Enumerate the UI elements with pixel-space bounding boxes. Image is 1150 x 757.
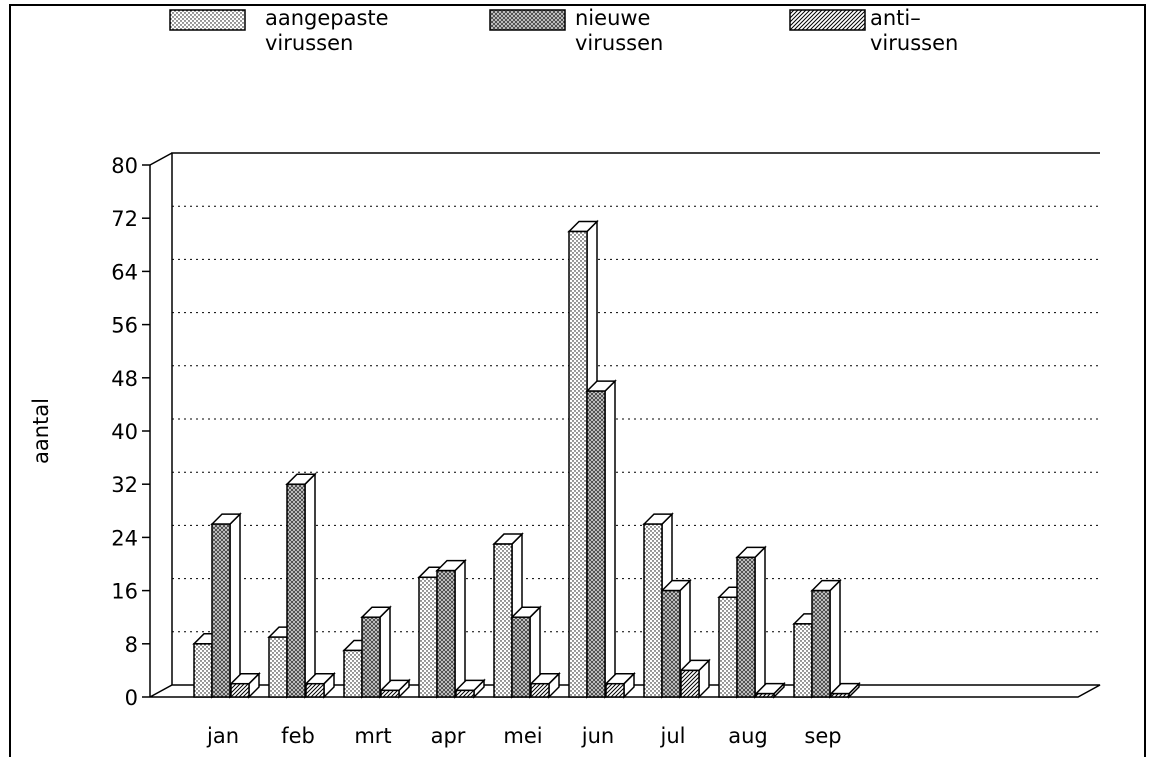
y-tick-label: 64 [111, 260, 138, 284]
bar-side [454, 558, 466, 699]
y-tick-label: 8 [125, 633, 138, 657]
y-tick-label: 40 [111, 420, 138, 444]
bar-side [304, 472, 316, 699]
bar [530, 682, 550, 698]
bar [755, 692, 775, 698]
bar [343, 649, 363, 698]
bar [680, 669, 700, 698]
y-tick-label: 16 [111, 580, 138, 604]
bar [230, 682, 250, 698]
x-tick-label: sep [804, 724, 841, 748]
bar [830, 692, 850, 698]
x-tick-label: feb [281, 724, 315, 748]
bar [811, 589, 831, 698]
bar-side [829, 578, 841, 699]
bar [361, 616, 381, 698]
bar [455, 689, 475, 698]
bar [736, 556, 756, 698]
frame [9, 4, 1146, 757]
bar [211, 523, 231, 698]
bar [436, 569, 456, 698]
bar [586, 390, 606, 698]
x-tick-label: apr [431, 724, 466, 748]
bar [511, 616, 531, 698]
bar-side [604, 379, 616, 699]
bar [268, 636, 288, 698]
bar [661, 589, 681, 698]
x-tick-label: jul [660, 724, 686, 748]
bar [605, 682, 625, 698]
legend-label: aangepaste virussen [265, 6, 389, 55]
x-tick-label: aug [728, 724, 768, 748]
bar [643, 523, 663, 698]
y-tick-label: 48 [111, 367, 138, 391]
bar [718, 596, 738, 698]
legend-label: nieuwe virussen [575, 6, 664, 55]
y-tick-label: 0 [125, 686, 138, 710]
y-tick-label: 72 [111, 207, 138, 231]
legend-label: anti– virussen [870, 6, 959, 55]
bar [286, 483, 306, 698]
bar-side [229, 512, 241, 699]
y-tick-label: 24 [111, 526, 138, 550]
legend-swatch [489, 9, 566, 31]
y-tick-label: 32 [111, 473, 138, 497]
x-tick-label: mrt [354, 724, 391, 748]
bar-side [754, 545, 766, 699]
x-tick-label: jan [206, 724, 239, 748]
bar [305, 682, 325, 698]
y-tick-label: 80 [111, 154, 138, 178]
bar [493, 543, 513, 698]
y-tick-label: 56 [111, 314, 138, 338]
wall-edge [149, 152, 173, 166]
bar [793, 623, 813, 698]
legend-swatch [789, 9, 866, 31]
bar [418, 576, 438, 698]
x-tick-label: mei [503, 724, 542, 748]
bar [193, 643, 213, 698]
bar [568, 230, 588, 698]
bar [380, 689, 400, 698]
legend-swatch [169, 9, 246, 31]
y-axis-label: aantal [29, 398, 53, 464]
x-tick-label: jun [581, 724, 614, 748]
